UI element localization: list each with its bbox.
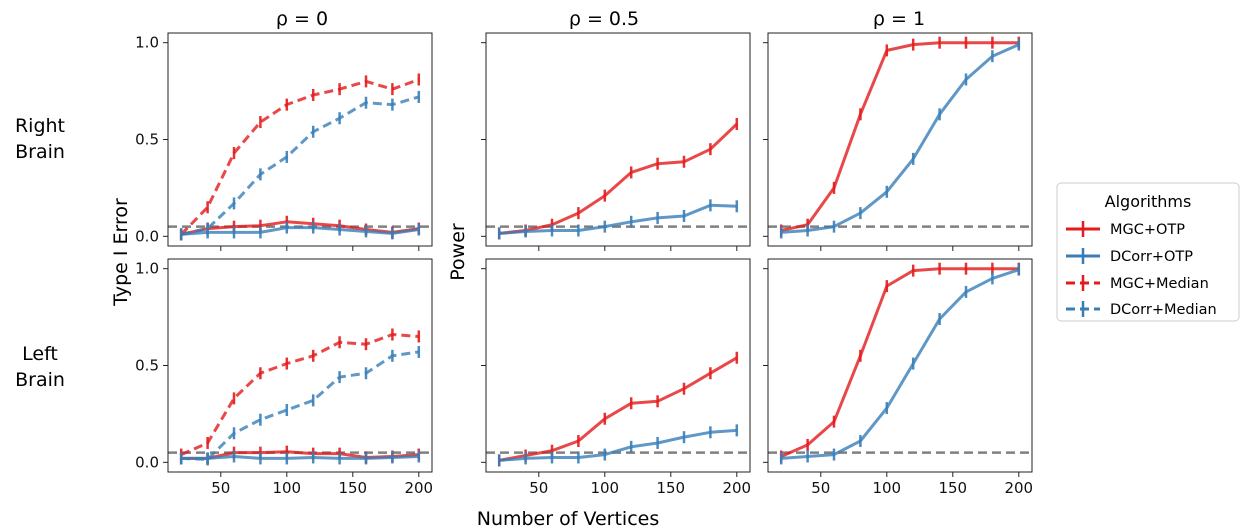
panel-3 [763,32,1033,251]
series-line-dcorr-otp [781,268,1020,460]
row-label-right-line1: Right [15,115,65,137]
panel-frame-1 [167,32,433,247]
x-tick-label-100: 100 [272,479,301,497]
series-line-mgc-otp [498,356,738,462]
panel-frame-5 [485,258,751,473]
series-line-mgc-otp [780,267,1019,458]
row-label-left-line1: Left [22,343,58,365]
series-line-mgc-otp [499,122,738,235]
y-tick-label-1.0: 1.0 [135,34,159,52]
panel-4: 0.0 0.5 1.0 50 100 150 200 [135,258,433,497]
series-line-mgc-otp [780,41,1019,232]
panel-plot-area-1 [179,73,421,241]
x-tick-label-50: 50 [529,479,548,497]
y-tick-label-0.0: 0.0 [135,227,159,245]
legend-item-mgc-otp: MGC+OTP [1066,221,1185,238]
x-tick-label-150: 150 [938,479,967,497]
legend-label-dcorr-otp: DCorr+OTP [1110,249,1193,265]
panel-6: 50 100 150 200 [763,258,1033,497]
panel-plot-area-4 [179,328,421,466]
legend-label-mgc-median: MGC+Median [1110,276,1209,292]
legend-label-mgc-otp: MGC+OTP [1110,222,1185,238]
panel-plot-area-2 [497,118,739,240]
panel-title-rho-1: ρ = 1 [873,8,925,30]
y-tick-label-0.0: 0.0 [135,453,159,471]
series-line-dcorr-otp [499,203,737,235]
panel-frame-3 [767,32,1033,247]
panel-2 [481,32,751,251]
x-tick-label-200: 200 [404,479,433,497]
panel-title-rho-0: ρ = 0 [276,8,328,30]
ylabel-power: Power [447,223,469,281]
x-tick-label-50: 50 [811,479,830,497]
panel-plot-area-3 [779,36,1021,239]
legend-label-dcorr-median: DCorr+Median [1110,302,1217,318]
xlabel-number-of-vertices: Number of Vertices [477,508,660,530]
x-tick-label-50: 50 [211,479,230,497]
series-line-dcorr-otp [499,428,737,462]
y-tick-label-0.5: 0.5 [135,357,159,375]
x-tick-label-200: 200 [1004,479,1033,497]
series-line-dcorr-otp [181,455,419,460]
row-label-right-line2: Brain [15,141,65,163]
legend-item-dcorr-otp: DCorr+OTP [1066,248,1193,265]
series-line-dcorr-otp [781,43,1020,234]
x-tick-label-200: 200 [722,479,751,497]
ylabel-type-i-error: Type I Error [110,198,132,307]
panel-1: 0.0 0.5 1.0 [135,32,433,251]
series-line-dcorr-median [181,350,420,461]
x-tick-label-150: 150 [338,479,367,497]
series-line-dcorr-median [180,95,420,236]
series-line-mgc-median [180,333,419,456]
legend-frame [1056,182,1240,322]
x-tick-label-100: 100 [590,479,619,497]
x-tick-label-150: 150 [656,479,685,497]
legend: Algorithms MGC+OTP DCorr+OTP MGC+Median … [1056,182,1240,322]
legend-item-dcorr-median: DCorr+Median [1066,301,1217,318]
series-line-mgc-median [180,78,420,236]
panel-title-rho-0.5: ρ = 0.5 [569,8,639,30]
panel-frame-2 [485,32,751,247]
y-tick-label-1.0: 1.0 [135,260,159,278]
y-tick-label-0.5: 0.5 [135,131,159,149]
x-tick-label-100: 100 [872,479,901,497]
legend-item-mgc-median: MGC+Median [1066,275,1209,292]
panel-plot-area-5 [497,351,739,467]
series-line-dcorr-otp [181,226,420,236]
panel-plot-area-6 [779,262,1021,465]
legend-title: Algorithms [1105,192,1192,211]
panel-5: 50 100 150 200 [481,258,751,497]
row-label-left-line2: Brain [15,369,65,391]
